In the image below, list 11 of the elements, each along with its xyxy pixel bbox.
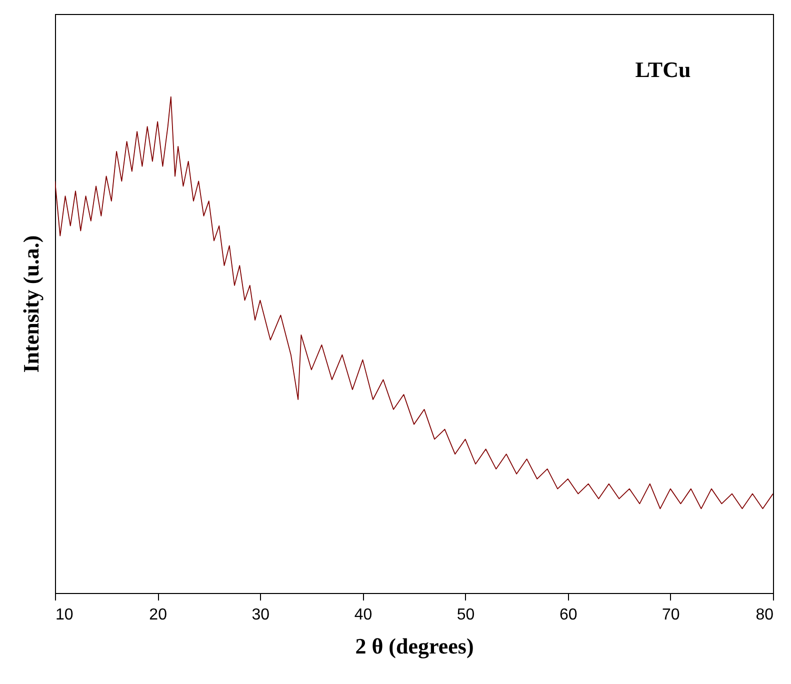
x-tick-label: 60 — [559, 606, 578, 624]
x-tick-label: 70 — [662, 606, 680, 624]
x-tick-label: 80 — [756, 606, 774, 624]
text: LTCu — [635, 57, 691, 82]
x-tick-label: 30 — [252, 606, 270, 624]
y-axis-title: Intensity (u.a.) — [18, 235, 44, 373]
x-tick-label: 40 — [354, 606, 372, 624]
x-tick-label: 20 — [149, 606, 168, 624]
x-tick-label: 10 — [56, 606, 74, 624]
x-axis-title: 2 θ (degrees) — [355, 634, 474, 658]
x-tick-label: 50 — [456, 606, 475, 624]
